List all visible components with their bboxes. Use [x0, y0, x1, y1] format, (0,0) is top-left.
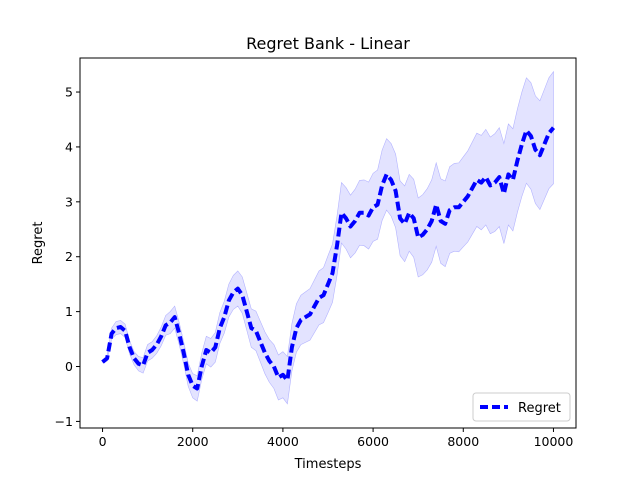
x-tick-label: 0	[99, 434, 107, 449]
x-tick-label: 10000	[534, 434, 574, 449]
plot-area	[101, 70, 556, 405]
ticks: 0 2000 4000 6000 8000 10000 −1 0 1 2 3 4 5	[55, 85, 574, 449]
legend-box	[472, 392, 571, 422]
legend-label: Regret	[518, 401, 561, 416]
axes-frame	[79, 57, 577, 429]
y-tick-label: 4	[65, 139, 73, 154]
y-axis-label: Regret	[31, 222, 46, 265]
legend: Regret	[472, 392, 571, 422]
chart-title: Regret Bank - Linear	[246, 34, 410, 53]
x-tick-label: 4000	[267, 434, 299, 449]
y-tick-label: 3	[65, 194, 73, 209]
confidence-band	[101, 70, 554, 405]
y-tick-label: 2	[65, 249, 73, 264]
regret-line	[101, 126, 556, 391]
x-tick-label: 2000	[177, 434, 209, 449]
x-axis-label: Timesteps	[294, 457, 362, 472]
y-tick-label: 0	[65, 359, 73, 374]
x-tick-label: 6000	[357, 434, 389, 449]
y-tick-label: 5	[65, 85, 73, 100]
x-tick-label: 8000	[447, 434, 479, 449]
y-tick-label: 1	[65, 304, 73, 319]
y-tick-label: −1	[55, 414, 73, 429]
